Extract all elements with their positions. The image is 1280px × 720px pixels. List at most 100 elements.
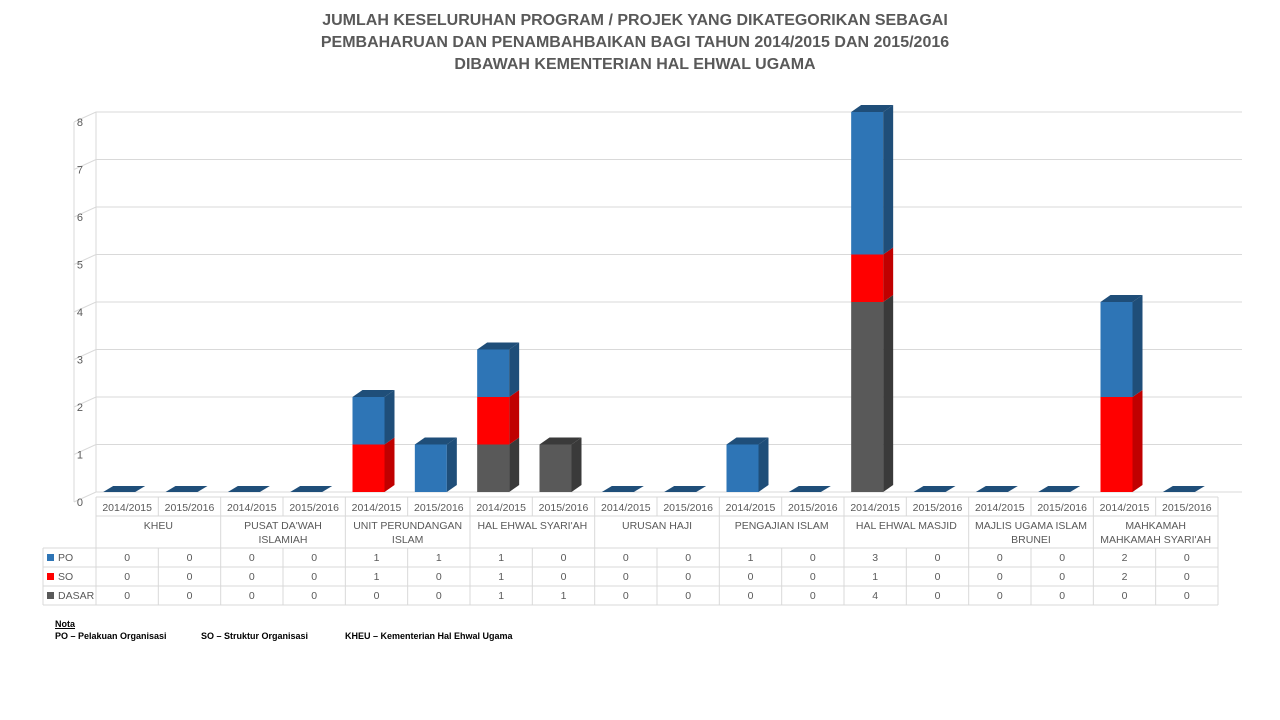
bar-po	[477, 349, 510, 397]
bar-empty	[788, 486, 831, 492]
x-group-label: URUSAN HAJI	[622, 520, 692, 532]
data-label: 0	[311, 590, 317, 602]
data-label: 2	[1122, 571, 1128, 583]
y-tick-label: 2	[77, 402, 83, 414]
bar-so-side	[883, 247, 894, 302]
data-label: 0	[685, 571, 691, 583]
gridlines	[73, 111, 1242, 503]
data-label: 0	[187, 571, 193, 583]
bar-top	[539, 437, 582, 445]
bar-empty	[1162, 486, 1205, 492]
bar-dasar-side	[571, 437, 582, 492]
bar-po-side	[446, 437, 457, 492]
y-tick-label: 6	[77, 212, 83, 224]
bar-empty	[601, 486, 644, 492]
data-label: 0	[935, 590, 941, 602]
y-tick-label: 3	[77, 355, 83, 367]
data-label: 0	[997, 571, 1003, 583]
bar-empty	[103, 486, 146, 492]
bar-po-side	[883, 105, 894, 255]
data-table: 2014/2015 2015/2016 2014/2015 2015/2016 2014…	[42, 496, 1219, 606]
data-label: 0	[810, 571, 816, 583]
data-label: 4	[872, 590, 878, 602]
x-group-label: MAJLIS UGAMA ISLAM	[975, 520, 1087, 532]
gridline	[73, 254, 1242, 265]
x-tick-year: 2014/2015	[352, 502, 402, 514]
x-group-label: HAL EHWAL SYARI'AH	[477, 520, 587, 532]
gridline	[73, 396, 1242, 408]
data-label: 0	[187, 590, 193, 602]
data-label: 0	[1059, 552, 1065, 564]
bar-dasar	[851, 302, 884, 492]
x-group-label: MAHKAMAH	[1125, 520, 1186, 532]
data-label: 1	[374, 552, 380, 564]
note-so: SO – Struktur Organisasi	[201, 631, 309, 641]
y-tick-label: 4	[77, 307, 83, 319]
bar-empty	[165, 486, 208, 492]
data-label: 0	[187, 552, 193, 564]
bar-dasar	[477, 444, 510, 492]
notes: Nota PO – Pelakuan Organisasi SO – Struk…	[55, 619, 513, 641]
bar-so	[352, 444, 385, 492]
data-label: 0	[436, 571, 442, 583]
bar-so	[1100, 397, 1133, 492]
bar-so	[851, 254, 884, 302]
legend-key-dasar	[47, 592, 54, 599]
data-label: 0	[1059, 590, 1065, 602]
bar-top	[851, 105, 894, 112]
bar-empty	[1038, 486, 1081, 492]
x-tick-year: 2014/2015	[476, 502, 526, 514]
bar-top	[352, 390, 395, 397]
gridline	[73, 159, 1242, 170]
x-tick-year: 2014/2015	[227, 502, 277, 514]
x-group-label: MAHKAMAH SYARI'AH	[1100, 534, 1211, 546]
data-label: 0	[374, 590, 380, 602]
y-tick-label: 1	[77, 450, 83, 462]
x-tick-year: 2015/2016	[1162, 502, 1212, 514]
bar-empty	[290, 486, 333, 492]
x-group-label: PUSAT DA'WAH	[244, 520, 322, 532]
bar-top	[726, 437, 769, 445]
legend-key-so	[47, 573, 54, 580]
x-group-label: BRUNEI	[1011, 534, 1051, 546]
data-label: 0	[810, 590, 816, 602]
data-label: 0	[436, 590, 442, 602]
data-label: 0	[124, 552, 130, 564]
data-label: 0	[685, 552, 691, 564]
data-label: 0	[1184, 571, 1190, 583]
note-po: PO – Pelakuan Organisasi	[55, 631, 167, 641]
gridline	[73, 349, 1242, 360]
data-label: 0	[997, 552, 1003, 564]
data-label: 0	[561, 571, 567, 583]
data-label: 0	[748, 571, 754, 583]
data-label: 1	[748, 552, 754, 564]
y-tick-label: 8	[77, 117, 83, 129]
x-tick-year: 2014/2015	[102, 502, 152, 514]
data-label: 0	[623, 552, 629, 564]
y-tick-label: 5	[77, 260, 83, 272]
x-tick-year: 2014/2015	[601, 502, 651, 514]
gridline	[73, 111, 1242, 123]
legend-label-so: SO	[58, 571, 73, 583]
x-tick-year: 2015/2016	[1037, 502, 1087, 514]
x-group-label: UNIT PERUNDANGAN	[353, 520, 462, 532]
chart-title: JUMLAH KESELURUHAN PROGRAM / PROJEK YANG…	[0, 10, 1270, 76]
data-label: 0	[311, 552, 317, 564]
data-label: 0	[623, 571, 629, 583]
bar-dasar-side	[883, 295, 894, 492]
x-group-label: ISLAMIAH	[258, 534, 307, 546]
chart-title-line: JUMLAH KESELURUHAN PROGRAM / PROJEK YANG…	[322, 12, 948, 29]
bar-dasar	[539, 444, 572, 492]
data-label: 0	[124, 571, 130, 583]
x-tick-year: 2015/2016	[165, 502, 215, 514]
data-label: 1	[872, 571, 878, 583]
bar-po-side	[1132, 295, 1143, 397]
note-kheu: KHEU – Kementerian Hal Ehwal Ugama	[345, 631, 513, 641]
x-tick-year: 2015/2016	[289, 502, 339, 514]
bar-top	[1100, 295, 1143, 302]
x-group-label: PENGAJIAN ISLAM	[735, 520, 829, 532]
data-label: 1	[374, 571, 380, 583]
bar-so-side	[384, 437, 395, 492]
x-tick-year: 2014/2015	[726, 502, 776, 514]
